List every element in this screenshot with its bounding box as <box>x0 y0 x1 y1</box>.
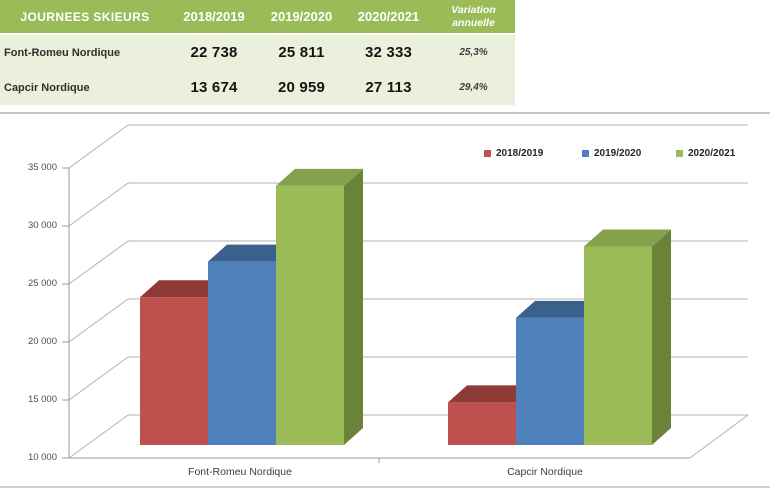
cell-value-2020-2021: 32 333 <box>364 44 413 61</box>
bar-2020-2021-capcir-top <box>584 229 671 247</box>
legend-label: 2020/2021 <box>688 147 736 159</box>
table-row-font-romeu: Font-Romeu Nordique 22 738 25 811 32 333… <box>0 35 515 70</box>
header-season-2020-2021: 2020/2021 <box>357 9 420 24</box>
y-axis-tick-label: 20 000 <box>27 336 57 347</box>
header-season-2018-2019: 2018/2019 <box>183 9 245 24</box>
y-axis-tick-label: 25 000 <box>27 278 57 289</box>
legend-label: 2019/2020 <box>594 147 642 159</box>
gridline-side <box>68 298 129 343</box>
bar-2018-2019-capcir-top <box>448 385 535 403</box>
bar-2019-2020-capcir-front <box>516 317 584 445</box>
cell-value-2019-2020: 25 811 <box>278 44 325 61</box>
legend-item-2020-2021: 2020/2021 <box>676 147 735 159</box>
row-label: Capcir Nordique <box>4 81 90 94</box>
bar-2019-2020-font-romeu-front <box>208 261 276 445</box>
cell-variation: 29,4% <box>459 82 488 93</box>
cell-value-2020-2021: 27 113 <box>365 79 412 96</box>
category-label-font-romeu: Font-Romeu Nordique <box>188 466 292 478</box>
table-header-row: JOURNEES SKIEURS 2018/2019 2019/2020 202… <box>0 0 515 33</box>
bar-2020-2021-capcir-front <box>584 246 652 445</box>
header-season-2019-2020: 2019/2020 <box>270 9 333 24</box>
bar-2020-2021-font-romeu-front <box>276 185 344 445</box>
y-axis-tick-label: 15 000 <box>27 394 57 405</box>
bar-2019-2020-font-romeu-top <box>208 244 295 262</box>
journees-skieurs-table: JOURNEES SKIEURS 2018/2019 2019/2020 202… <box>0 0 515 105</box>
bar-2018-2019-capcir-front <box>448 402 516 445</box>
cell-value-2018-2019: 13 674 <box>190 79 238 96</box>
legend-label: 2018/2019 <box>496 147 544 159</box>
header-variation-annuelle: Variation annuelle <box>451 4 496 29</box>
cell-value-2018-2019: 22 738 <box>190 44 238 61</box>
row-label: Font-Romeu Nordique <box>4 46 121 59</box>
y-axis-tick-label: 35 000 <box>27 162 57 173</box>
legend-swatch-2020-2021 <box>676 149 683 157</box>
category-label-capcir: Capcir Nordique <box>507 466 583 478</box>
bar-2020-2021-capcir-side <box>652 229 671 445</box>
legend-swatch-2018-2019 <box>484 149 491 157</box>
legend-item-2018-2019: 2018/2019 <box>484 147 543 159</box>
bar-2020-2021-font-romeu-top <box>276 168 363 186</box>
legend-swatch-2019-2020 <box>582 149 589 157</box>
table-body: Font-Romeu Nordique 22 738 25 811 32 333… <box>0 35 515 105</box>
table-row-capcir: Capcir Nordique 13 674 20 959 27 113 29,… <box>0 70 515 105</box>
cell-value-2019-2020: 20 959 <box>277 79 326 96</box>
gridline-side <box>68 356 129 401</box>
cell-variation: 25,3% <box>459 47 488 58</box>
floor-right-edge <box>689 414 749 459</box>
gridline-side <box>68 414 129 459</box>
gridline-side <box>68 124 129 169</box>
skier-days-bar-chart: 10 000 15 000 20 000 25 000 30 000 35 000 201… <box>0 112 770 488</box>
bar-2019-2020-capcir-top <box>516 300 603 318</box>
bar-2018-2019-font-romeu-front <box>140 297 208 445</box>
y-axis-tick-label: 10 000 <box>27 452 57 463</box>
legend-item-2019-2020: 2019/2020 <box>582 147 641 159</box>
plot-area <box>62 124 749 463</box>
header-journees-skieurs: JOURNEES SKIEURS <box>20 9 150 24</box>
gridline-side <box>68 240 129 285</box>
bar-2018-2019-font-romeu-top <box>140 280 227 298</box>
gridline-side <box>68 182 129 227</box>
y-axis-tick-label: 30 000 <box>27 220 57 231</box>
bar-2020-2021-font-romeu-side <box>344 168 363 445</box>
